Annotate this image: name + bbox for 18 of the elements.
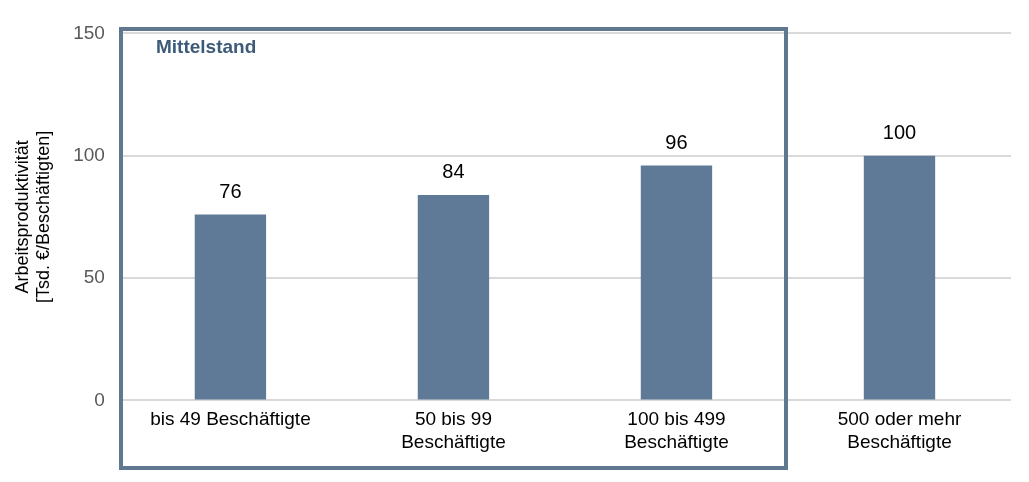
x-tick-label: 500 oder mehr Beschäftigte bbox=[837, 408, 962, 452]
bar bbox=[640, 165, 713, 400]
data-label: 84 bbox=[442, 160, 465, 183]
y-tick-label: 100 bbox=[73, 143, 105, 165]
x-tick-label: 50 bis 99 Beschäftigte bbox=[401, 408, 506, 452]
y-tick-label: 50 bbox=[83, 266, 105, 288]
data-label: 96 bbox=[665, 131, 688, 154]
y-tick-label: 0 bbox=[94, 388, 105, 410]
bar bbox=[417, 194, 490, 400]
data-label: 100 bbox=[882, 121, 917, 144]
y-axis-title: Arbeitsproduktivität [Tsd. €/Beschäftigten] bbox=[11, 130, 54, 303]
y-tick-label: 150 bbox=[73, 21, 105, 43]
data-label: 76 bbox=[219, 179, 242, 202]
x-tick-label: bis 49 Beschäftigte bbox=[150, 408, 311, 430]
bar bbox=[194, 214, 267, 400]
annotation: Mittelstand bbox=[156, 36, 257, 58]
x-tick-label: 100 bis 499 Beschäftigte bbox=[624, 408, 729, 452]
bar bbox=[863, 155, 936, 400]
